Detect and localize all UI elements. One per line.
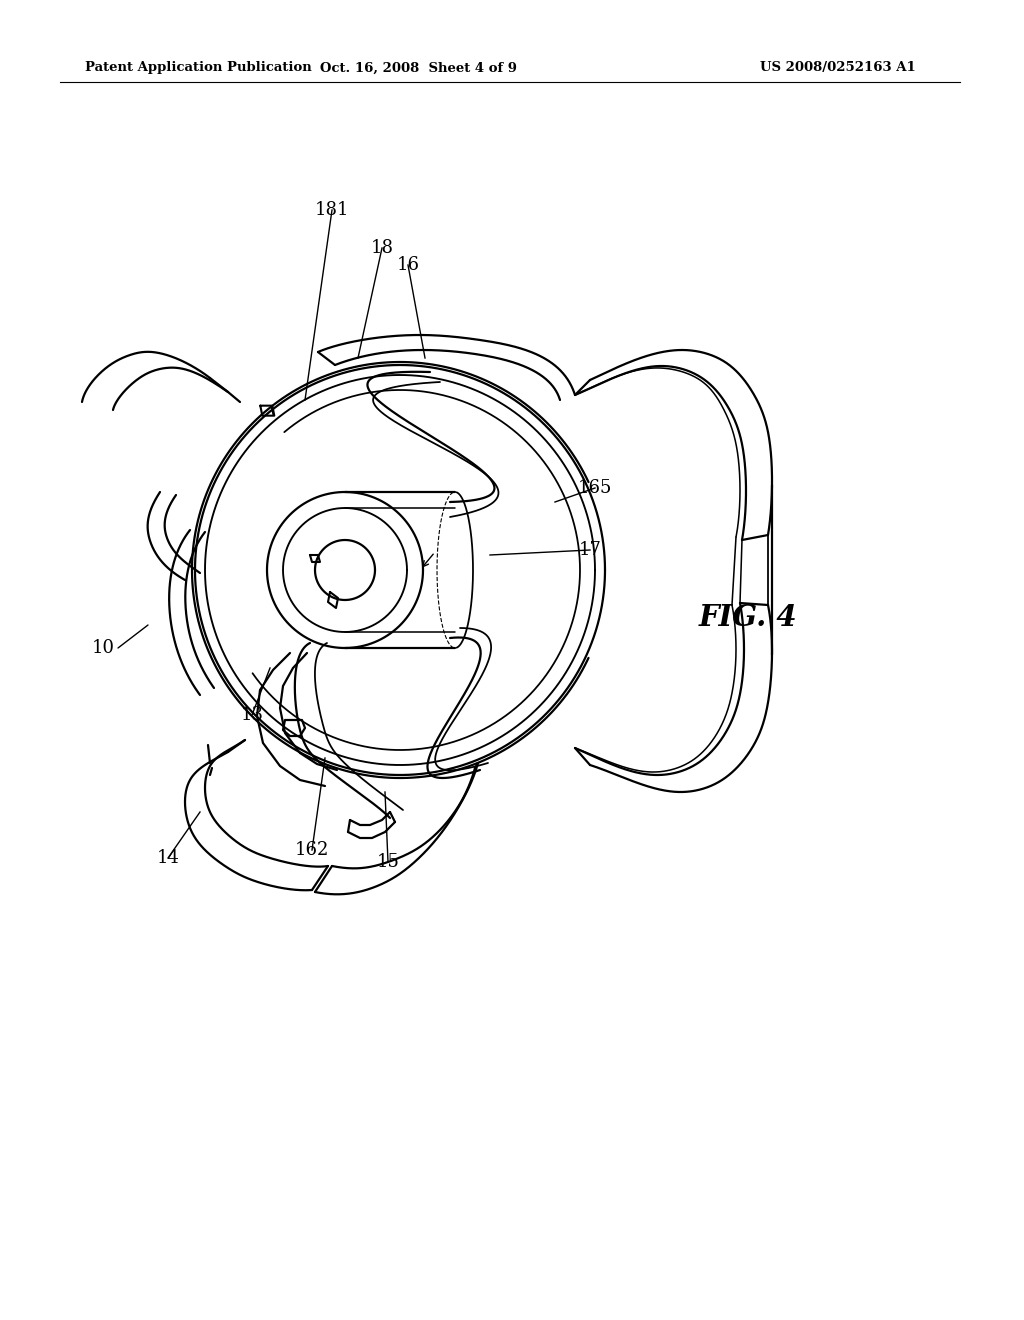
Text: 18: 18 [371, 239, 393, 257]
Text: 15: 15 [377, 853, 399, 871]
Text: FIG. 4: FIG. 4 [698, 603, 798, 632]
Text: 13: 13 [241, 706, 263, 723]
Text: Patent Application Publication: Patent Application Publication [85, 62, 311, 74]
Text: 14: 14 [157, 849, 179, 867]
Text: Oct. 16, 2008  Sheet 4 of 9: Oct. 16, 2008 Sheet 4 of 9 [319, 62, 516, 74]
Text: 162: 162 [295, 841, 329, 859]
Text: US 2008/0252163 A1: US 2008/0252163 A1 [760, 62, 915, 74]
Text: 17: 17 [579, 541, 601, 558]
Text: 181: 181 [314, 201, 349, 219]
Text: 16: 16 [396, 256, 420, 275]
Text: 165: 165 [578, 479, 612, 498]
Text: 10: 10 [91, 639, 115, 657]
